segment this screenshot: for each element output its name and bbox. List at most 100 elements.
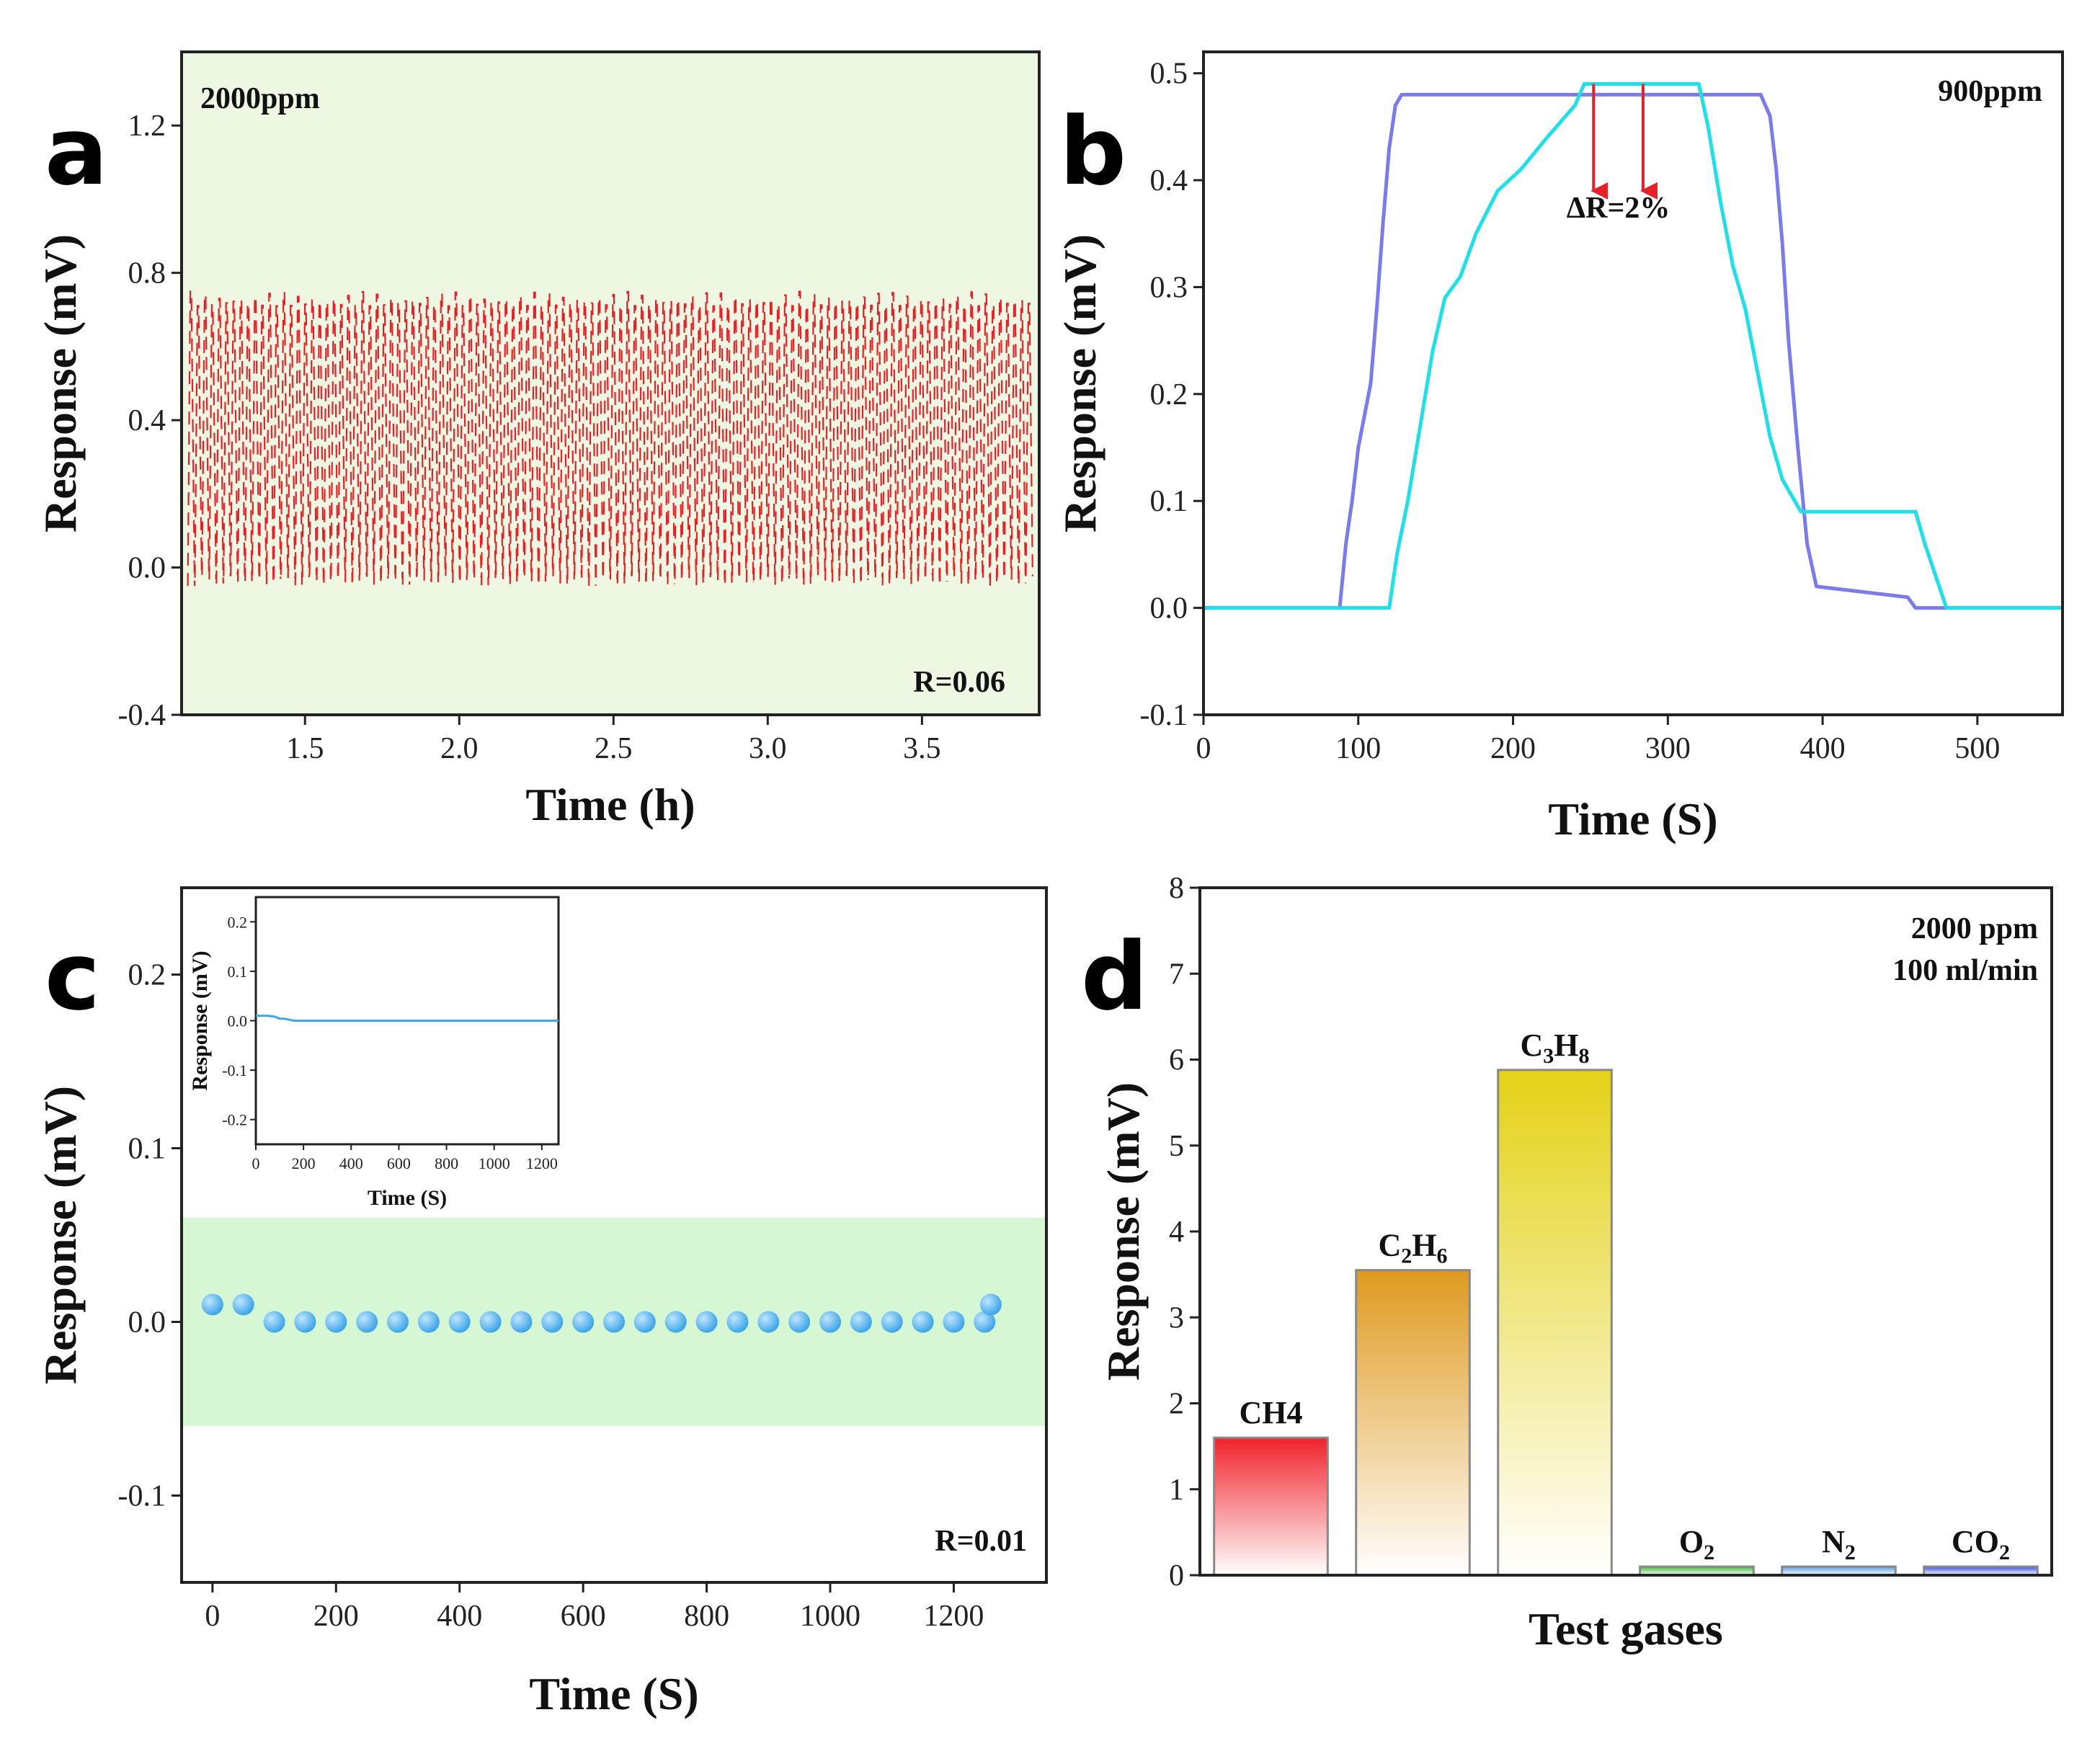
- bar-label-subscript: 3: [1543, 1044, 1554, 1068]
- x-axis-label: Time (S): [529, 1668, 698, 1719]
- x-tick-label: 1200: [923, 1600, 984, 1633]
- y-tick-label: 0.4: [1150, 164, 1188, 197]
- x-tick-label: 3.5: [903, 732, 941, 765]
- x-tick-label: 500: [1954, 732, 2000, 765]
- data-point: [979, 1293, 1002, 1316]
- inset-series-line: [256, 1015, 559, 1022]
- y-tick-label: 4: [1169, 1216, 1184, 1249]
- data-point: [417, 1311, 440, 1333]
- data-point: [881, 1311, 903, 1333]
- panel-letter: a: [45, 97, 108, 206]
- y-tick-label: 6: [1169, 1044, 1184, 1077]
- bar-label-subscript: 8: [1579, 1044, 1590, 1068]
- x-tick-label: 200: [313, 1600, 359, 1633]
- y-tick-label: 0.4: [128, 404, 166, 437]
- x-tick-label: 3.0: [749, 732, 787, 765]
- bar-label-subscript: 2: [1704, 1541, 1714, 1564]
- data-point: [263, 1311, 285, 1333]
- data-point: [356, 1311, 378, 1333]
- inset-x-tick-label: 400: [339, 1154, 363, 1172]
- inset-y-tick-label: 0.0: [228, 1012, 248, 1030]
- annotation-concentration: 2000 ppm: [1911, 912, 2038, 945]
- inset-y-axis-label: Response (mV): [188, 950, 212, 1090]
- data-point: [912, 1311, 934, 1333]
- x-tick-label: 400: [437, 1600, 482, 1633]
- y-tick-label: 0.1: [128, 1133, 166, 1166]
- inset-x-tick-label: 800: [435, 1154, 458, 1172]
- y-tick-label: 0.5: [1150, 58, 1188, 91]
- x-tick-label: 300: [1645, 732, 1691, 765]
- y-tick-label: 0: [1169, 1559, 1184, 1592]
- y-tick-label: -0.1: [1140, 699, 1188, 732]
- bar: [1355, 1269, 1471, 1577]
- bar-label-text: C: [1378, 1228, 1401, 1263]
- bar-label-text: O: [1679, 1524, 1704, 1559]
- data-point: [232, 1293, 254, 1316]
- bar-label: N2: [1822, 1524, 1856, 1564]
- series-line-response: [187, 290, 1033, 587]
- data-point: [819, 1311, 841, 1333]
- bar-label: CH4: [1240, 1395, 1303, 1430]
- chart-panel-b: ΔR=2% -0.1 0.0 0.1 0.2 0.3 0.4 0.5 0 100 200 300 400…: [1054, 50, 2064, 845]
- x-tick-label: 0: [205, 1600, 220, 1633]
- bar-label: O2: [1679, 1524, 1714, 1564]
- data-point: [572, 1311, 595, 1333]
- inset-x-axis-label: Time (S): [368, 1186, 447, 1210]
- y-tick-label: -0.4: [118, 699, 166, 732]
- delta-label: ΔR=2%: [1567, 192, 1670, 225]
- panel-letter: b: [1059, 97, 1126, 206]
- y-tick-label: 0.2: [128, 959, 166, 992]
- bar-label-subscript: 2: [1401, 1244, 1412, 1268]
- inset-x-tick-label: 0: [252, 1154, 260, 1172]
- plot-background: [182, 52, 1039, 715]
- inset-y-tick-label: 0.1: [228, 963, 248, 981]
- annotation-concentration: 900ppm: [1938, 75, 2042, 108]
- bar-label-text: H: [1554, 1028, 1578, 1063]
- data-point: [633, 1311, 656, 1333]
- panel-letter: c: [45, 922, 100, 1031]
- data-point: [325, 1311, 347, 1333]
- bar: [1213, 1436, 1329, 1577]
- x-tick-label: 2.0: [440, 732, 479, 765]
- stat-label: R=0.06: [913, 666, 1005, 699]
- y-tick-label: -0.1: [118, 1480, 166, 1513]
- bar: [1497, 1069, 1613, 1577]
- y-tick-label: 8: [1169, 872, 1184, 905]
- bar-label-subscript: 6: [1437, 1244, 1448, 1268]
- x-axis-label: Time (S): [1548, 793, 1717, 845]
- x-tick-label: 200: [1490, 732, 1536, 765]
- plot-frame: [1202, 50, 2064, 716]
- data-point: [726, 1311, 749, 1333]
- y-axis-label: Response (mV): [1098, 1082, 1149, 1381]
- chart-panel-a: -0.4 0.0 0.4 0.8 1.2 1.5 2.0 2.5 3.0 3.5 Time (h) R…: [35, 50, 1041, 830]
- x-axis-label: Time (h): [525, 779, 695, 830]
- x-tick-label: 600: [561, 1600, 606, 1633]
- series-line-1: [1204, 92, 2063, 610]
- bar-label-subscript: 2: [1845, 1541, 1856, 1564]
- data-point: [974, 1311, 996, 1333]
- inset-x-tick-label: 200: [292, 1154, 316, 1172]
- data-point: [510, 1311, 533, 1333]
- bar-label: CO2: [1952, 1524, 2010, 1564]
- inset-x-tick-label: 1200: [526, 1154, 558, 1172]
- bar-label-text: N: [1822, 1524, 1845, 1559]
- data-point: [479, 1311, 502, 1333]
- inset-y-tick-label: 0.2: [228, 913, 248, 931]
- plot-frame: [180, 886, 1048, 1584]
- y-tick-label: 3: [1169, 1301, 1184, 1335]
- panel-letter: d: [1081, 922, 1148, 1031]
- inset-x-tick-label: 600: [387, 1154, 411, 1172]
- y-axis-label: Response (mV): [35, 1086, 86, 1384]
- series-line-2: [1204, 82, 2063, 610]
- bar-label-subscript: 2: [1999, 1541, 2010, 1564]
- x-tick-label: 2.5: [595, 732, 633, 765]
- inset-y-tick-label: -0.1: [222, 1061, 247, 1079]
- data-point: [387, 1311, 409, 1333]
- data-point: [757, 1311, 780, 1333]
- y-tick-label: 2: [1169, 1388, 1184, 1421]
- y-tick-label: 0.8: [128, 257, 166, 290]
- x-axis-label: Test gases: [1529, 1603, 1723, 1654]
- y-tick-label: 0.3: [1150, 271, 1188, 304]
